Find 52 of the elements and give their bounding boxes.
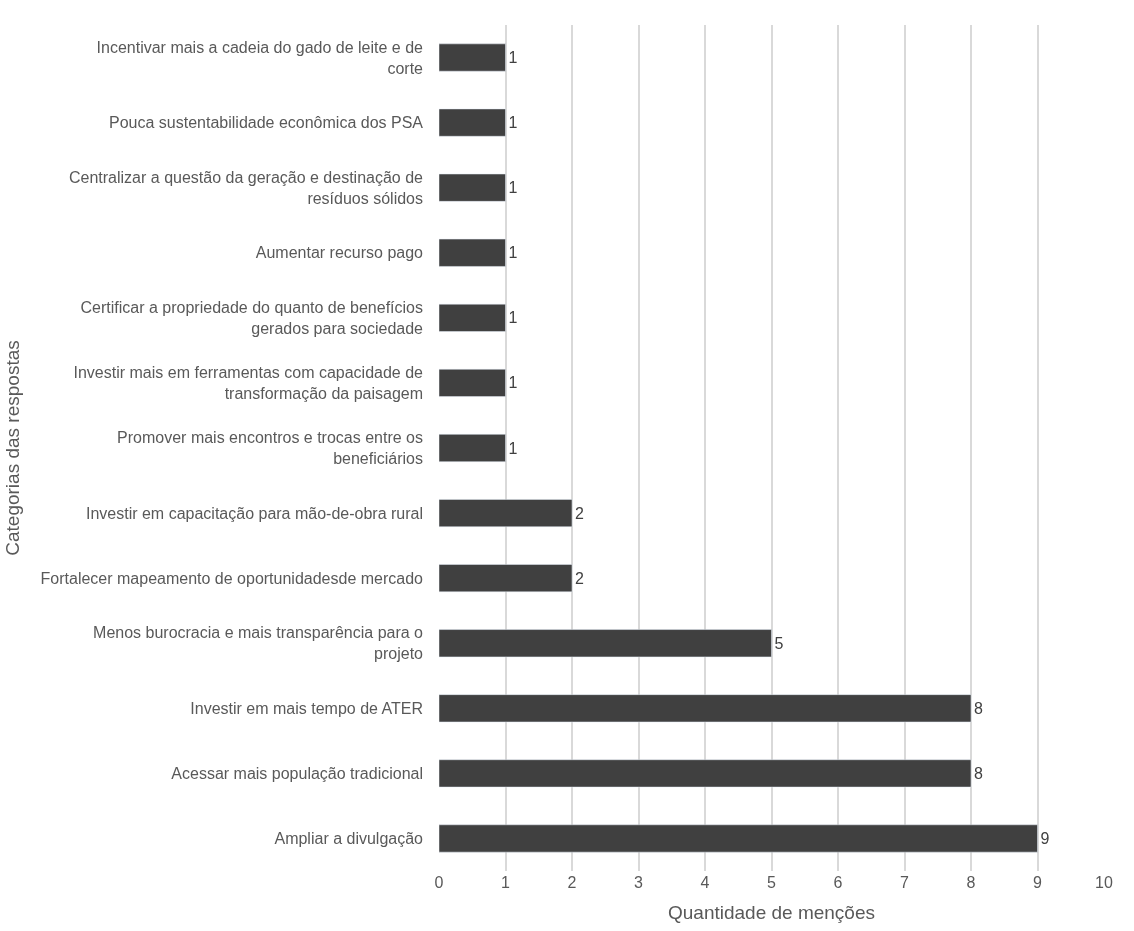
x-tick-label: 6 [833, 874, 843, 891]
x-tick-label: 5 [767, 874, 777, 891]
x-tick-label: 8 [966, 874, 976, 891]
bar [439, 564, 573, 593]
x-axis-title: Quantidade de menções [667, 901, 876, 923]
x-tick-label: 7 [900, 874, 910, 891]
data-label: 1 [508, 114, 518, 132]
data-label: 8 [974, 699, 983, 717]
x-tick-label: 3 [634, 874, 644, 891]
x-tick-label: 2 [567, 874, 577, 891]
y-tick-label: Menos burocracia e mais transparência para o projeto [93, 624, 424, 663]
data-label: 9 [1040, 829, 1050, 847]
bar [439, 434, 506, 462]
x-tick-label: 1 [501, 874, 511, 891]
y-tick-label: Investir mais em ferramentas com capacidade de transformação da paisagem [73, 364, 424, 402]
y-tick-label: Incentivar mais a cadeia do gado de leite e de corte [96, 38, 424, 77]
data-label: 1 [508, 309, 518, 327]
data-label: 8 [974, 764, 983, 782]
y-tick-label: Certificar a propriedade do quanto de benefícios gerados para sociedade [80, 299, 424, 337]
bar [439, 369, 506, 397]
data-label: 2 [575, 504, 584, 522]
y-tick-label: Promover mais encontros e trocas entre os beneficiários [117, 429, 423, 467]
y-tick-label: Investir em mais tempo de ATER [190, 699, 423, 717]
bar [439, 824, 1038, 853]
y-tick-label: Investir em capacitação para mão-de-obra rural [85, 504, 423, 522]
data-label: 1 [508, 439, 518, 457]
x-tick-label: 4 [700, 874, 710, 891]
bar [439, 108, 506, 137]
bar [439, 173, 506, 202]
data-label: 1 [508, 374, 518, 392]
data-label: 1 [508, 244, 518, 262]
x-tick-label: 10 [1095, 874, 1113, 891]
bar [439, 759, 972, 788]
bar [439, 43, 506, 72]
y-tick-label: Acessar mais população tradicional [171, 764, 423, 782]
bar [439, 238, 506, 267]
y-tick-label: Ampliar a divulgação [274, 830, 424, 848]
y-tick-label: Aumentar recurso pago [255, 244, 424, 262]
data-label: 1 [508, 179, 518, 197]
y-axis-title: Categorias das respostas [2, 340, 24, 556]
data-label: 1 [508, 49, 518, 67]
y-tick-label: Centralizar a questão da geração e destinação de resíduos sólidos [68, 168, 424, 207]
data-label: 2 [575, 569, 584, 587]
bar [439, 499, 573, 527]
data-label: 5 [774, 634, 784, 652]
y-tick-label: Pouca sustentabilidade econômica dos PSA [109, 114, 424, 132]
bar [439, 694, 972, 723]
y-tick-label: Fortalecer mapeamento de oportunidadesde mercado [40, 569, 424, 587]
bar [439, 629, 772, 658]
bar [439, 303, 506, 332]
x-tick-label: 0 [434, 874, 444, 891]
x-tick-label: 9 [1033, 874, 1043, 891]
